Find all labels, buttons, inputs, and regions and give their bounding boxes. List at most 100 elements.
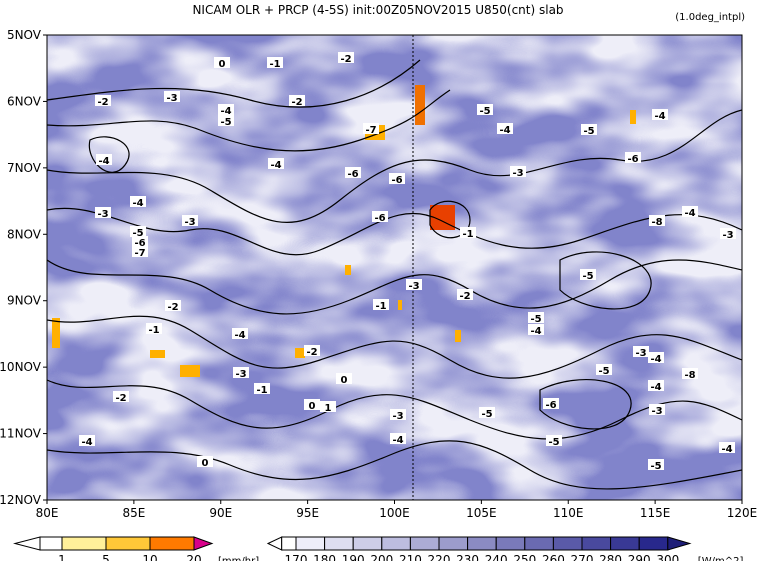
contour-label: -5 bbox=[132, 228, 143, 239]
olr-label: 230 bbox=[456, 553, 479, 561]
contour-label: -1 bbox=[462, 229, 473, 240]
contour-label: -1 bbox=[269, 59, 280, 70]
olr-label: 240 bbox=[485, 553, 508, 561]
contour-label: -5 bbox=[479, 106, 490, 117]
contour-label-bg bbox=[720, 228, 736, 239]
contour-label: -8 bbox=[651, 217, 662, 228]
olr-box bbox=[324, 536, 354, 551]
prcp-box bbox=[39, 536, 63, 551]
contour-label-bg bbox=[218, 115, 234, 126]
contour-label-bg bbox=[373, 299, 389, 310]
y-tick-label: 11NOV bbox=[0, 427, 42, 441]
olr-label: 250 bbox=[513, 553, 536, 561]
contour-label-bg bbox=[390, 409, 406, 420]
contour-label: 1 bbox=[325, 403, 332, 414]
contour-label: -2 bbox=[340, 54, 351, 65]
y-tick-label: 8NOV bbox=[7, 227, 42, 241]
contour-label: -4 bbox=[499, 125, 510, 136]
contour-label-bg bbox=[477, 104, 493, 115]
contour-label-bg bbox=[182, 215, 198, 226]
contour-label: -5 bbox=[548, 437, 559, 448]
contour-label: -5 bbox=[583, 126, 594, 137]
olr-label: 220 bbox=[428, 553, 451, 561]
contour-label-bg bbox=[197, 456, 213, 467]
contour-label: -3 bbox=[166, 93, 177, 104]
olr-box bbox=[524, 536, 554, 551]
contour-label-bg bbox=[649, 215, 665, 226]
contour-label: -6 bbox=[545, 400, 556, 411]
y-tick-label: 10NOV bbox=[0, 360, 42, 374]
contour-label-bg bbox=[268, 158, 284, 169]
contour-label-bg bbox=[633, 346, 649, 357]
contour-label: -6 bbox=[391, 175, 402, 186]
contour-label-bg bbox=[132, 246, 148, 257]
contour-label-bg bbox=[497, 123, 513, 134]
contour-label-bg bbox=[528, 312, 544, 323]
olr-label: 180 bbox=[313, 553, 336, 561]
olr-box bbox=[467, 536, 497, 551]
contours bbox=[47, 59, 742, 490]
contour-label: -4 bbox=[234, 330, 245, 341]
contour-label: -3 bbox=[722, 230, 733, 241]
olr-box bbox=[495, 536, 526, 551]
contour-label-bg bbox=[648, 459, 664, 470]
contour-label: 0 bbox=[309, 401, 316, 412]
contour-label: -7 bbox=[134, 248, 145, 259]
contour-label-bg bbox=[581, 124, 597, 135]
olr-label: 170 bbox=[285, 553, 308, 561]
contour-label: -5 bbox=[530, 314, 541, 325]
x-tick-label: 100E bbox=[379, 506, 410, 520]
contour-label-bg bbox=[479, 407, 495, 418]
contour-label-bg bbox=[338, 52, 354, 63]
contour-label-bg bbox=[289, 95, 305, 106]
contour-label: -2 bbox=[291, 97, 302, 108]
x-tick-label: 80E bbox=[36, 506, 59, 520]
contour-label-bg bbox=[95, 207, 111, 218]
olr-label: 260 bbox=[542, 553, 565, 561]
olr-label: 270 bbox=[571, 553, 594, 561]
prcp-box bbox=[61, 536, 107, 551]
contour-label: -4 bbox=[270, 160, 281, 171]
contour-label-bg bbox=[543, 398, 559, 409]
contour-label: -5 bbox=[220, 117, 231, 128]
contour-label-bg bbox=[79, 435, 95, 446]
contour-label-bg bbox=[652, 109, 668, 120]
contour-label-bg bbox=[130, 226, 146, 237]
contour-label: -4 bbox=[650, 382, 661, 393]
contour-label-bg bbox=[345, 167, 361, 178]
prcp-box bbox=[105, 536, 151, 551]
contour-label-bg bbox=[336, 373, 352, 384]
contour-label: -1 bbox=[148, 325, 159, 336]
prcp-label: 20 bbox=[186, 553, 201, 561]
x-tick-label: 120E bbox=[727, 506, 758, 520]
contour-label: 0 bbox=[202, 458, 209, 469]
contour-label-bg bbox=[132, 236, 148, 247]
contour-label-bg bbox=[648, 352, 664, 363]
contour-label: -8 bbox=[684, 370, 695, 381]
contour-label: -3 bbox=[512, 168, 523, 179]
contour-label-bg bbox=[363, 123, 379, 134]
olr-box bbox=[638, 536, 669, 551]
title: NICAM OLR + PRCP (4-5S) init:00Z05NOV201… bbox=[192, 3, 563, 17]
contour-label: -4 bbox=[721, 444, 732, 455]
x-tick-label: 105E bbox=[466, 506, 497, 520]
olr-label: 280 bbox=[599, 553, 622, 561]
contour-label: -2 bbox=[306, 347, 317, 358]
contour-label: -4 bbox=[654, 111, 665, 122]
contour-label-bg bbox=[460, 227, 476, 238]
x-tick-label: 90E bbox=[209, 506, 232, 520]
olr-box bbox=[352, 536, 383, 551]
prcp-box bbox=[149, 536, 195, 551]
contour-label: -1 bbox=[375, 301, 386, 312]
contour-label: -4 bbox=[530, 326, 541, 337]
contour-label: -4 bbox=[132, 198, 143, 209]
contour-label: -4 bbox=[220, 106, 231, 117]
contour-label-bg bbox=[406, 279, 422, 290]
contour-label: -2 bbox=[97, 97, 108, 108]
contour-label-bg bbox=[510, 166, 526, 177]
contour-label: -6 bbox=[374, 213, 385, 224]
contour-label-bg bbox=[580, 269, 596, 280]
contour-label-bg bbox=[232, 328, 248, 339]
y-tick-label: 6NOV bbox=[7, 94, 42, 108]
